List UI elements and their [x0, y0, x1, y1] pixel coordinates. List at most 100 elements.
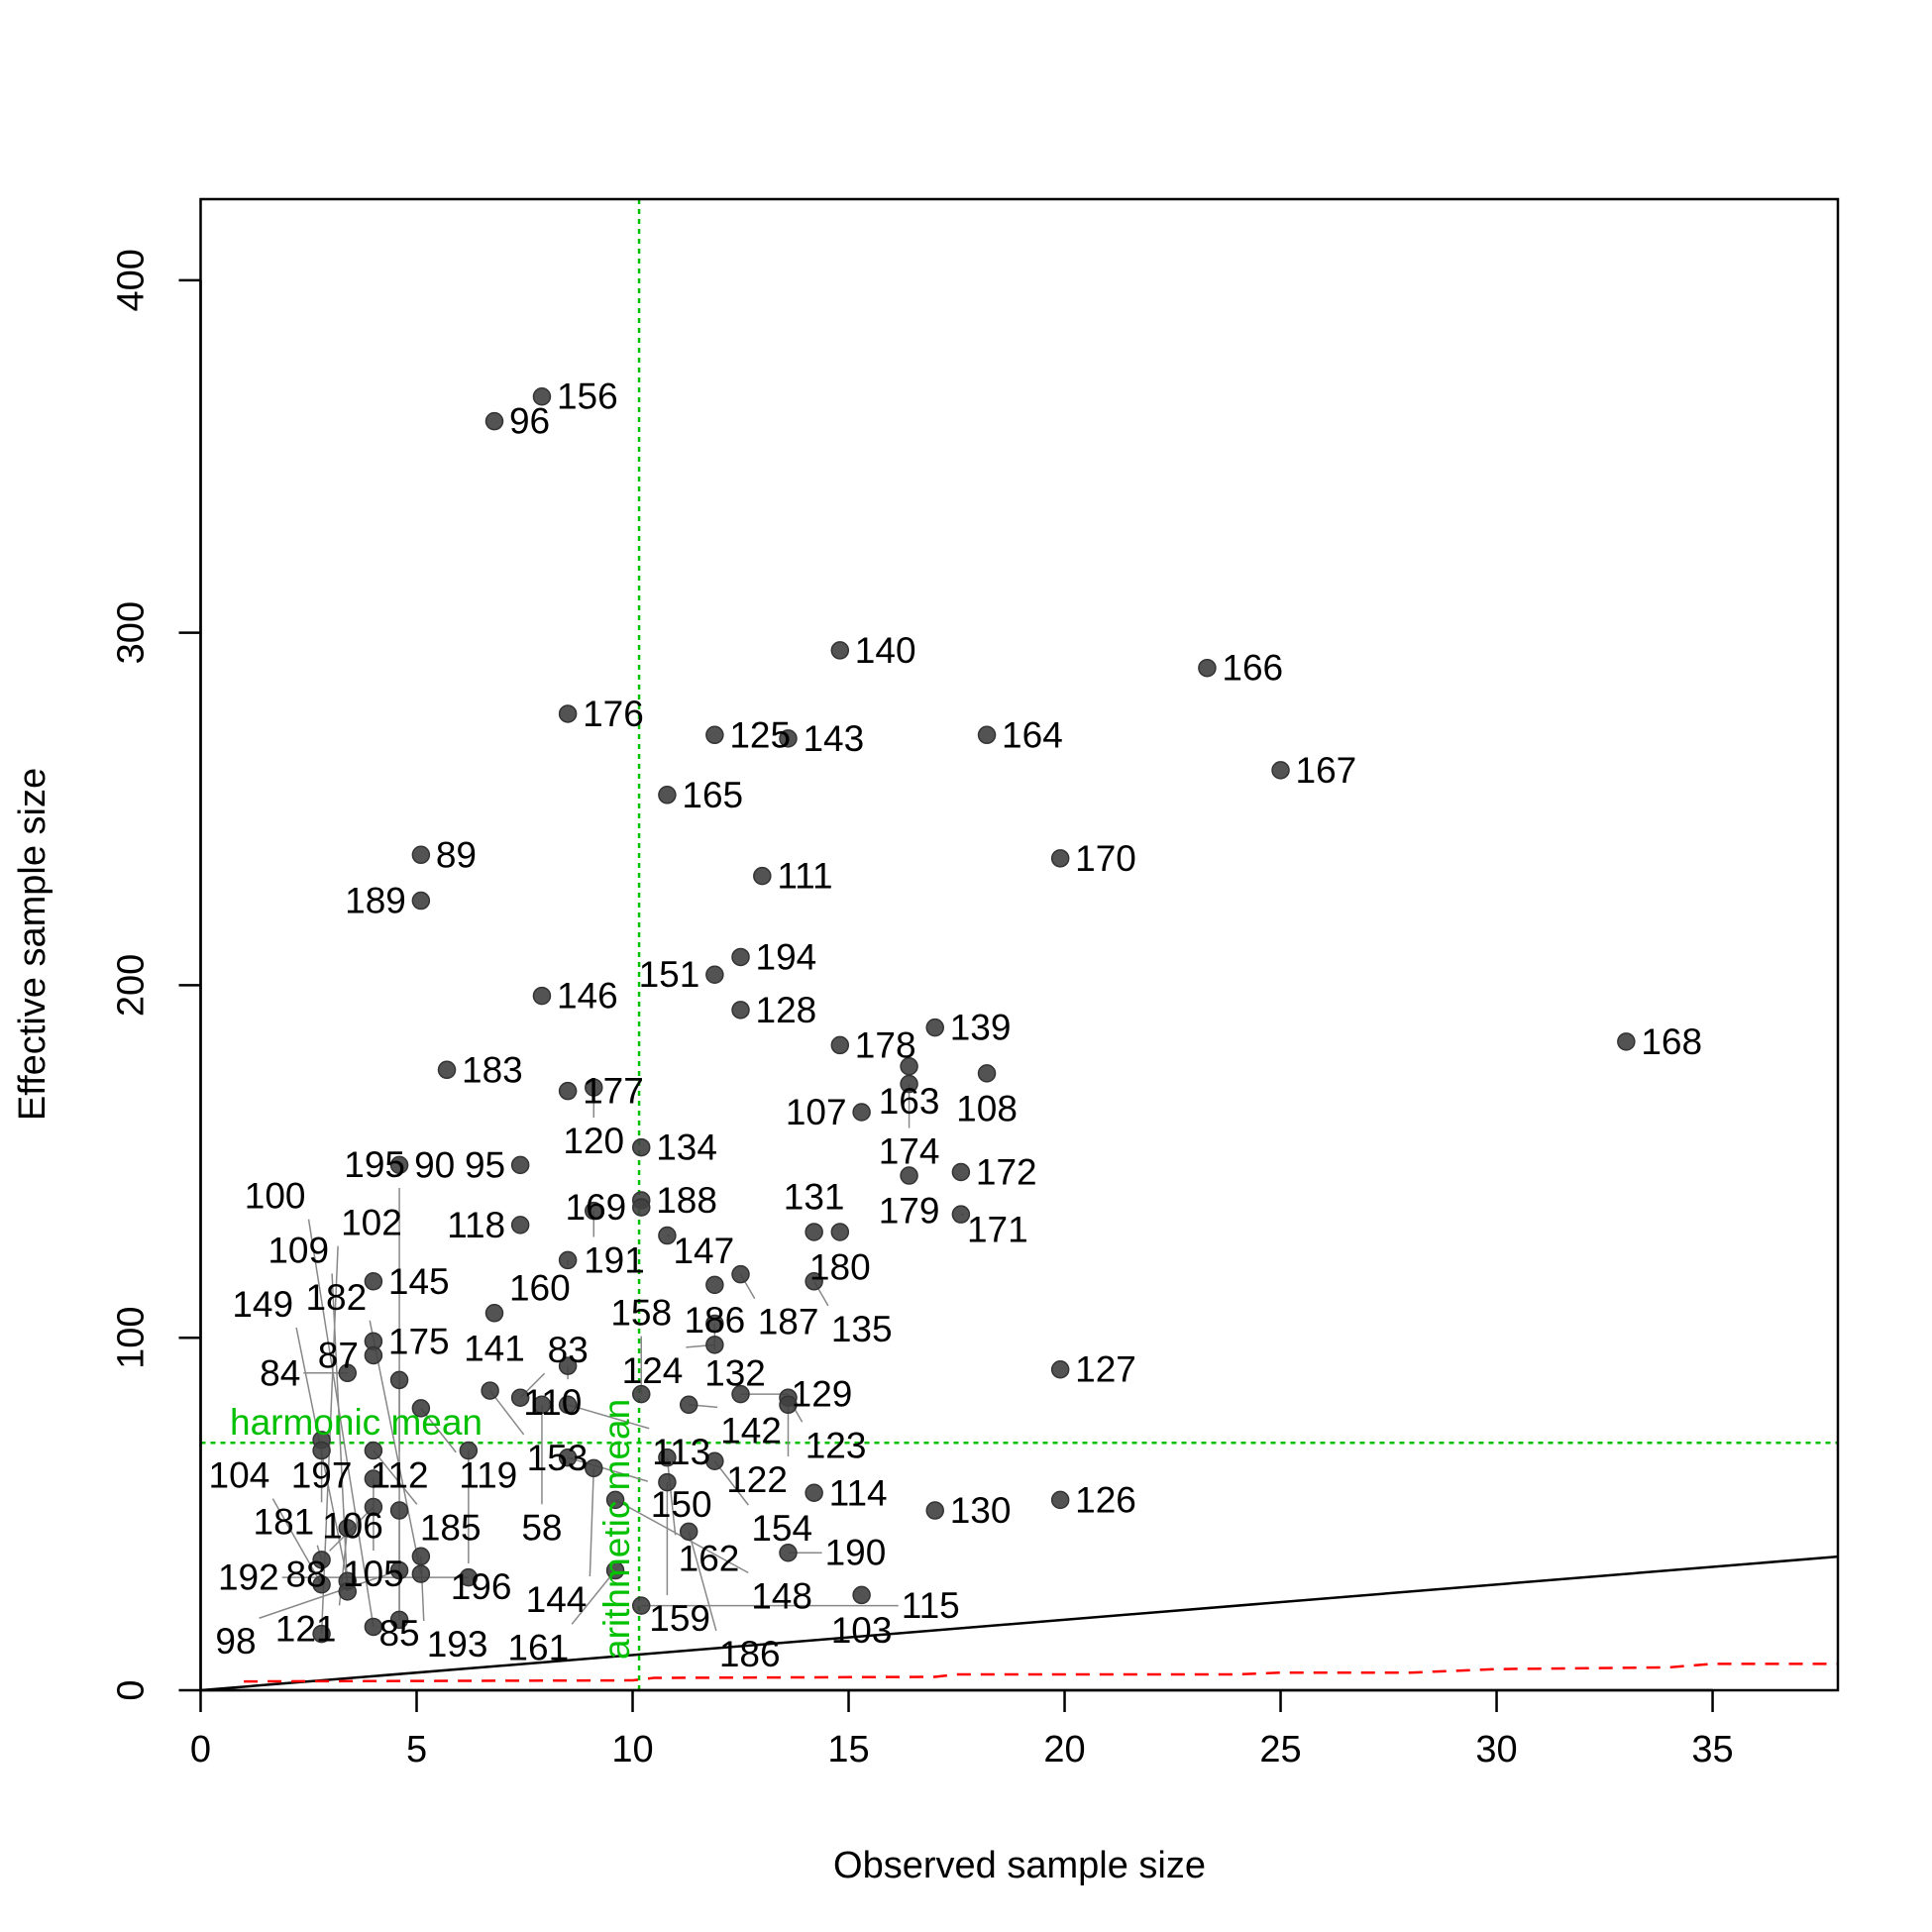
- x-tick-label: 20: [1043, 1729, 1085, 1771]
- data-point: [658, 1472, 677, 1492]
- plot-frame: [199, 197, 1840, 1692]
- data-point: [779, 729, 798, 748]
- data-point: [977, 1064, 997, 1083]
- data-point: [481, 1381, 499, 1400]
- y-axis: 0 100 200 300 400: [111, 249, 202, 1701]
- data-point: [705, 1275, 724, 1295]
- point-label: 172: [976, 1151, 1037, 1192]
- point-label: 132: [704, 1352, 766, 1393]
- label-leader-line: [373, 1449, 418, 1505]
- point-label: 168: [1641, 1021, 1702, 1062]
- label-leader-line: [688, 1531, 717, 1632]
- data-point: [532, 986, 552, 1006]
- point-label: 142: [720, 1410, 782, 1450]
- data-point: [484, 1304, 504, 1323]
- point-label: 123: [805, 1425, 867, 1465]
- x-tick-label: 25: [1259, 1729, 1301, 1771]
- data-point: [484, 411, 504, 431]
- point-label: 151: [639, 954, 700, 995]
- data-point: [364, 1441, 383, 1460]
- x-axis: 0 5 10 15 20 25 30 35: [190, 1688, 1734, 1771]
- data-point: [338, 1363, 357, 1383]
- point-label: 141: [464, 1328, 525, 1368]
- point-label: 110: [523, 1382, 582, 1423]
- data-point: [312, 1624, 331, 1644]
- label-leader-line: [666, 1457, 677, 1536]
- point-label: 127: [1075, 1349, 1136, 1390]
- point-label: 85: [378, 1613, 419, 1654]
- point-label: 134: [656, 1127, 717, 1168]
- point-label: 108: [956, 1088, 1018, 1128]
- point-label: 190: [825, 1533, 887, 1573]
- point-label: 88: [285, 1554, 326, 1594]
- point-label: 95: [465, 1144, 505, 1185]
- label-leader-line: [307, 1219, 375, 1628]
- data-point: [364, 1617, 383, 1637]
- x-tick-label: 15: [827, 1729, 869, 1771]
- point-label: 196: [451, 1566, 512, 1607]
- point-label: 106: [322, 1505, 383, 1546]
- data-point: [658, 1226, 677, 1245]
- label-leader-line: [489, 1390, 525, 1436]
- y-tick-label: 200: [111, 954, 153, 1017]
- point-label: 174: [879, 1131, 940, 1172]
- point-label: 115: [902, 1585, 960, 1626]
- point-label: 90: [414, 1144, 455, 1185]
- data-point: [731, 947, 750, 967]
- label-leader-line: [259, 1569, 400, 1619]
- point-label: 189: [345, 881, 406, 921]
- data-point: [658, 1448, 677, 1467]
- point-label: 166: [1222, 648, 1283, 689]
- data-point: [411, 1547, 431, 1566]
- point-label: 165: [682, 775, 743, 815]
- reference-lines: [200, 199, 1839, 1692]
- point-label: 164: [1002, 714, 1063, 755]
- point-label: 120: [563, 1121, 624, 1161]
- point-label: 144: [526, 1579, 588, 1620]
- data-point: [753, 866, 772, 886]
- point-label: 58: [521, 1507, 562, 1548]
- x-tick-label: 10: [611, 1729, 653, 1771]
- point-label: 124: [622, 1350, 684, 1391]
- lower-bound-line: [244, 1663, 1838, 1683]
- data-point: [364, 1345, 383, 1365]
- point-label: 153: [527, 1438, 589, 1478]
- point-label: 162: [679, 1538, 740, 1578]
- data-point: [558, 1081, 578, 1101]
- data-point: [631, 1384, 651, 1404]
- point-label: 181: [254, 1502, 315, 1543]
- data-point: [605, 1560, 625, 1580]
- data-point: [312, 1575, 331, 1594]
- point-label: 167: [1296, 750, 1357, 791]
- point-label: 163: [879, 1081, 940, 1122]
- data-point: [977, 725, 997, 745]
- data-point: [830, 1223, 850, 1241]
- data-point: [1050, 1359, 1070, 1379]
- x-tick-label: 35: [1691, 1729, 1733, 1771]
- data-point: [705, 1336, 724, 1354]
- data-point: [705, 1451, 724, 1470]
- arithmetic-mean-label: arithmetic mean: [596, 1399, 637, 1660]
- point-label: 128: [756, 990, 817, 1030]
- data-point: [389, 1610, 409, 1630]
- point-label: 160: [509, 1268, 571, 1309]
- point-label: 193: [427, 1624, 488, 1664]
- point-label: 143: [803, 718, 864, 759]
- point-label: 129: [792, 1374, 853, 1415]
- point-label: 159: [649, 1598, 710, 1639]
- data-point: [900, 1166, 918, 1185]
- point-label: 83: [548, 1330, 589, 1370]
- data-point: [605, 1490, 625, 1510]
- data-point: [852, 1103, 871, 1122]
- data-point: [925, 1501, 944, 1520]
- point-label: 185: [420, 1507, 482, 1548]
- data-point: [364, 1497, 383, 1517]
- data-point: [558, 1356, 578, 1375]
- point-label: 140: [855, 630, 916, 671]
- point-label: 178: [855, 1024, 916, 1065]
- point-label: 188: [656, 1180, 717, 1221]
- label-leader-line: [271, 1498, 323, 1585]
- data-point: [631, 1137, 651, 1157]
- point-label: 125: [729, 714, 791, 755]
- data-point: [389, 1560, 409, 1580]
